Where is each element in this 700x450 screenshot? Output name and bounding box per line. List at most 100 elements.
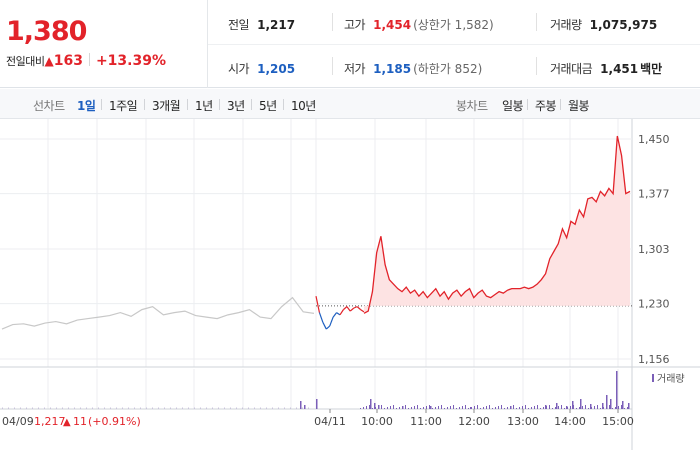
current-price: 1,380	[6, 16, 87, 47]
tab-weekly-candle[interactable]: 주봉	[535, 99, 557, 113]
volume-bar	[470, 407, 472, 409]
divider	[536, 13, 537, 31]
volume-bar-prev	[266, 407, 267, 409]
volume-bar-prev	[218, 407, 219, 409]
volume-bar	[566, 406, 568, 409]
open-segment	[349, 307, 355, 312]
volume-bar	[576, 408, 577, 409]
tab-daily-candle[interactable]: 일봉	[502, 99, 524, 113]
volume-bar	[519, 407, 520, 409]
tab-3years[interactable]: 3년	[227, 99, 245, 113]
volume-bar	[372, 408, 373, 409]
volume-bar	[606, 406, 607, 409]
volume-bar	[474, 406, 475, 409]
volume-legend-label: 거래량	[657, 373, 685, 385]
stat-label: 거래량	[550, 18, 582, 32]
volume-bar	[423, 407, 424, 409]
volume-bar	[622, 401, 624, 409]
x-tick-label: 12:00	[458, 415, 490, 428]
tab-3months[interactable]: 3개월	[152, 99, 181, 113]
volume-bar-prev	[80, 407, 81, 409]
volume-bar	[435, 407, 436, 409]
x-tick-label: 11:00	[410, 415, 442, 428]
price-chart[interactable]: 1,450 1,377 1,303 1,230 1,156 거래량 04/11 10:00 11…	[0, 119, 700, 450]
stat-label: 고가	[344, 18, 366, 32]
tab-1year[interactable]: 1년	[195, 99, 213, 113]
volume-bar	[498, 406, 499, 409]
volume-bar	[420, 408, 421, 409]
volume-bar	[369, 405, 370, 409]
volume-bar	[468, 408, 469, 409]
open-segment	[322, 322, 327, 330]
volume-bar	[582, 406, 583, 409]
divider	[527, 99, 528, 110]
stat-label: 시가	[228, 62, 250, 76]
volume-bar	[531, 407, 532, 409]
divider	[283, 99, 284, 110]
change-amount: 163	[53, 53, 83, 69]
volume-bar	[396, 408, 397, 409]
volume-bar	[558, 406, 559, 409]
volume-bar-prev	[212, 407, 213, 409]
volume-bar	[618, 406, 619, 409]
volume-bar	[616, 371, 618, 409]
stat-value: 1,217	[257, 18, 296, 32]
stat-label: 전일	[228, 18, 250, 32]
volume-bar-prev	[20, 407, 21, 409]
divider	[144, 99, 145, 110]
tab-5years[interactable]: 5년	[259, 99, 277, 113]
volume-bar-prev	[50, 407, 51, 409]
volume-bar-prev	[122, 407, 123, 409]
volume-bar	[606, 395, 608, 409]
volume-bar-prev	[260, 407, 261, 409]
tab-1day[interactable]: 1일	[77, 99, 96, 113]
volume-bar-prev	[44, 407, 45, 409]
divider	[332, 57, 333, 75]
volume-bar-prev	[164, 407, 165, 409]
open-segment	[339, 309, 344, 316]
volume-bar	[594, 406, 595, 409]
upper-limit: (상한가 1,582)	[413, 18, 494, 32]
volume-bar	[399, 407, 400, 409]
volume-bar-prev	[224, 407, 225, 409]
volume-bar	[381, 405, 382, 409]
prev-day-change-pct: (+0.91%)	[88, 415, 141, 428]
volume-bar-prev	[38, 407, 39, 409]
volume-bar-prev	[158, 407, 159, 409]
volume-bar-prev	[290, 407, 291, 409]
volume-bar	[588, 408, 589, 409]
volume-bar-prev	[194, 407, 195, 409]
y-tick-label: 1,156	[638, 353, 670, 366]
volume-bar	[564, 408, 565, 409]
volume-bar	[430, 406, 432, 409]
volume-bar	[580, 399, 582, 409]
stat-low: 저가 1,185 (하한가 852)	[344, 60, 482, 77]
stat-value: 1,185	[373, 62, 412, 76]
volume-bar	[609, 405, 610, 409]
change-row: 전일대비▲163 +13.39%	[6, 53, 166, 69]
stat-value: 1,075,975	[589, 18, 658, 32]
stats-grid: 전일 1,217 고가 1,454 (상한가 1,582) 거래량 1,075,975 …	[208, 0, 700, 88]
open-segment	[315, 296, 321, 313]
volume-bar	[492, 408, 493, 409]
volume-bar	[316, 399, 318, 409]
tab-10years[interactable]: 10년	[291, 99, 316, 113]
stat-amount: 거래대금 1,451 백만	[550, 60, 662, 77]
volume-bar	[624, 408, 625, 409]
volume-bar	[543, 407, 544, 409]
tab-monthly-candle[interactable]: 월봉	[568, 99, 590, 113]
tab-1week[interactable]: 1주일	[109, 99, 138, 113]
volume-bar	[390, 406, 391, 409]
volume-bar	[516, 408, 517, 409]
volume-bar	[304, 405, 306, 409]
stat-prev-close: 전일 1,217	[228, 16, 295, 33]
volume-bar	[573, 405, 574, 409]
line-chart-label: 선차트	[33, 99, 65, 113]
y-tick-label: 1,230	[638, 298, 670, 311]
stat-label: 저가	[344, 62, 366, 76]
volume-bar	[627, 407, 628, 409]
volume-bar	[387, 407, 388, 409]
volume-bar	[561, 405, 562, 409]
volume-bar	[600, 408, 601, 409]
chart-tab-bar: 선차트 1일 1주일 3개월 1년 3년 5년 10년 봉차트 일봉 주봉 월봉	[0, 89, 700, 119]
